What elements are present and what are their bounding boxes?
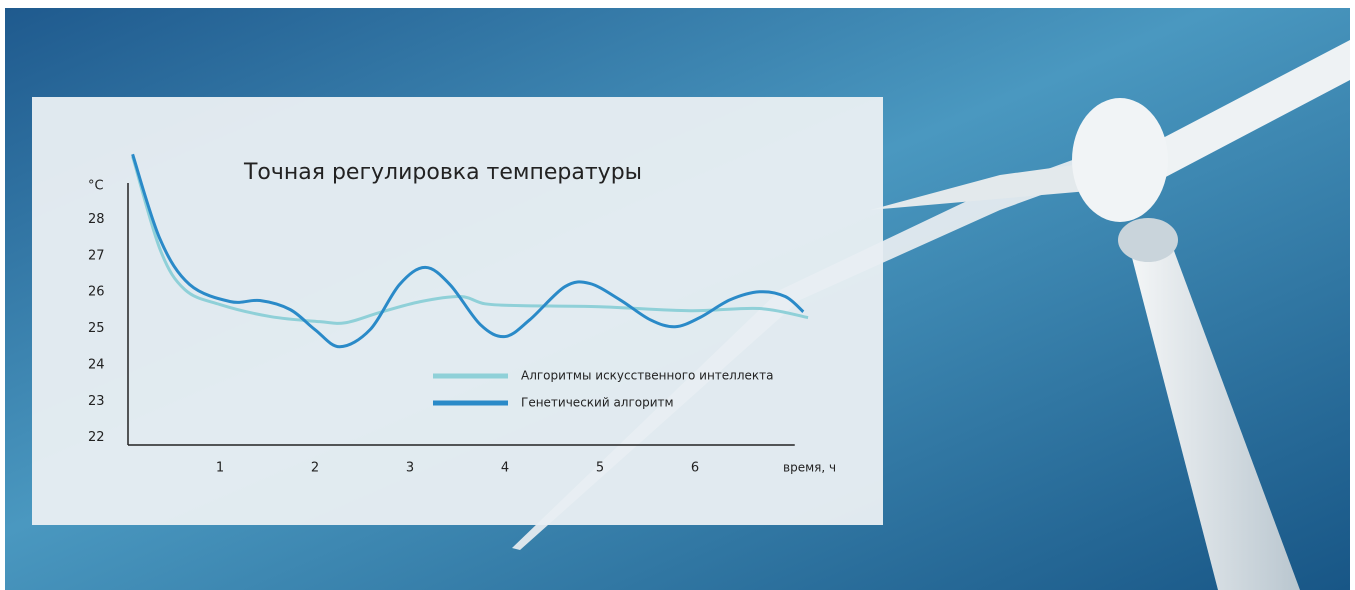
y-axis-label: °C xyxy=(88,179,104,194)
x-tick-label: 6 xyxy=(691,461,699,476)
y-tick-label: 27 xyxy=(88,248,105,263)
x-axis-label: время, ч xyxy=(783,461,836,475)
chart-panel xyxy=(32,97,883,525)
chart-title: Точная регулировка температуры xyxy=(243,160,642,185)
legend-label: Алгоритмы искусственного интеллекта xyxy=(521,369,774,383)
y-tick-label: 24 xyxy=(88,357,105,372)
x-tick-label: 1 xyxy=(216,461,224,476)
wind-turbine xyxy=(512,40,1350,590)
y-tick-label: 28 xyxy=(88,212,105,227)
y-tick-label: 22 xyxy=(88,430,105,445)
x-tick-label: 3 xyxy=(406,461,414,476)
y-tick-label: 23 xyxy=(88,394,105,409)
x-tick-label: 4 xyxy=(501,461,509,476)
series-line xyxy=(131,156,809,325)
y-tick-label: 25 xyxy=(88,321,105,336)
legend-label: Генетический алгоритм xyxy=(521,396,674,410)
series-line xyxy=(131,153,805,349)
y-tick-label: 26 xyxy=(88,285,105,300)
x-tick-label: 2 xyxy=(311,461,319,476)
x-tick-label: 5 xyxy=(596,461,604,476)
